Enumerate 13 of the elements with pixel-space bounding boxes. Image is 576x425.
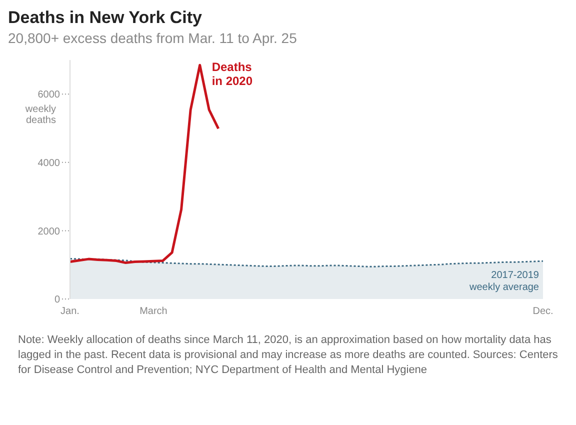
chart-title: Deaths in New York City: [8, 8, 203, 28]
y-tick-label: 6000: [38, 90, 60, 101]
series-label: Deaths in 2020: [212, 60, 253, 88]
text: Note: Weekly allocation of deaths since March 11, 2020, is an approximation based on how mortality data has lagged in the past. Recent data is provisional and may increase as more deaths are counted. Sources: Centers for Disease Control and Prevention; NYC Department of Health and Mental Hygiene: [17, 333, 559, 378]
chart-subtitle: 20,800+ excess deaths from Mar. 11 to Apr. 25: [8, 30, 298, 46]
y-axis-title: weekly deaths: [24, 104, 56, 126]
x-tick-label: Jan.: [60, 306, 80, 318]
series-label: 2017-2019 weekly average: [468, 270, 540, 294]
x-tick-label: Dec.: [532, 306, 554, 318]
y-tick-label: 0: [54, 294, 60, 306]
y-tick-label: 4000: [38, 158, 60, 169]
x-tick-label: March: [140, 306, 168, 318]
y-tick-label: 2000: [38, 226, 60, 238]
